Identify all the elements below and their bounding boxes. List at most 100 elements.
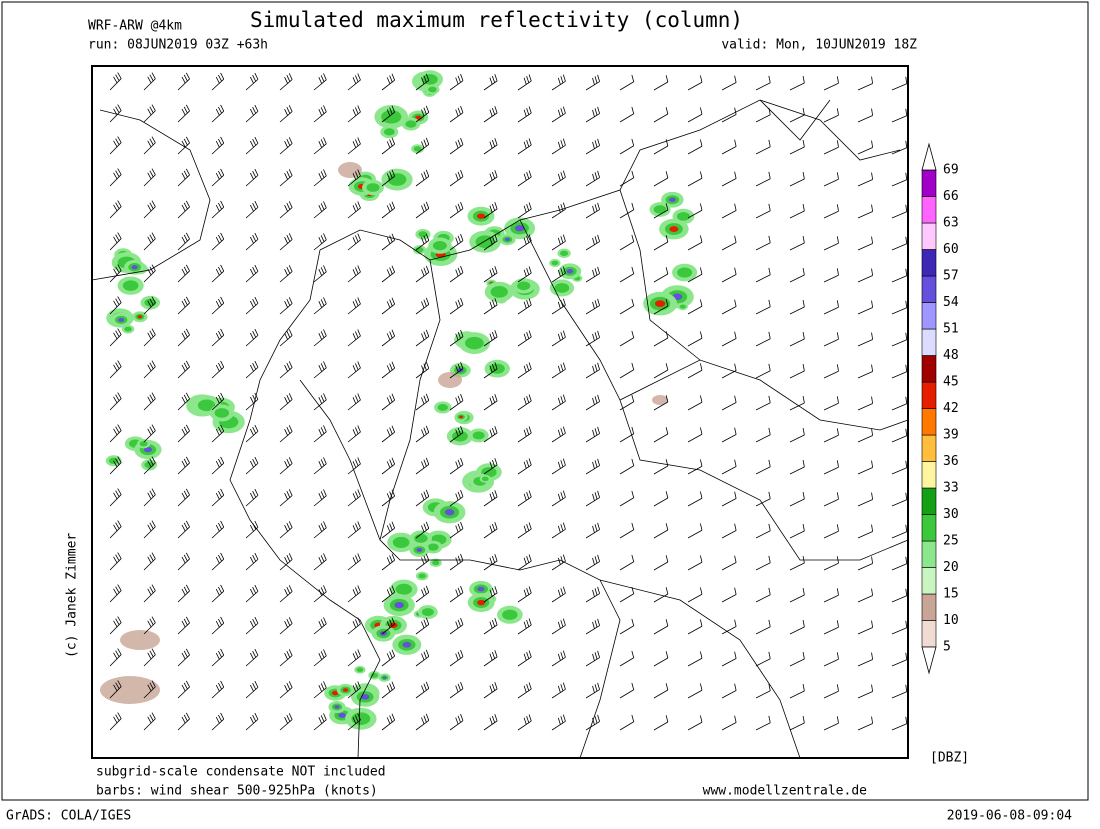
barb-flag bbox=[455, 589, 459, 597]
barb-flag bbox=[768, 427, 771, 435]
barb-flag bbox=[389, 715, 393, 723]
barb bbox=[245, 552, 259, 571]
barb-flag bbox=[352, 301, 357, 308]
barb-staff bbox=[687, 273, 703, 283]
barb-flag bbox=[151, 648, 156, 655]
barb bbox=[415, 137, 430, 155]
barb-flag bbox=[734, 203, 737, 211]
barb-flag bbox=[455, 461, 459, 469]
barb-staff bbox=[823, 434, 839, 443]
barb-flag bbox=[905, 140, 908, 148]
note: subgrid-scale condensate NOT included bbox=[96, 765, 386, 780]
barb-flag bbox=[557, 461, 561, 469]
color-arrow bbox=[921, 142, 937, 171]
barb bbox=[857, 716, 873, 731]
barb-flag bbox=[491, 459, 496, 467]
barb bbox=[721, 555, 737, 571]
barb-staff bbox=[721, 594, 737, 603]
barb-flag bbox=[352, 205, 357, 212]
barb bbox=[347, 105, 361, 123]
map: (c) Janek Zimmer bbox=[65, 65, 909, 759]
barb-flag bbox=[699, 139, 703, 147]
barb-flag bbox=[836, 396, 839, 404]
barb bbox=[721, 715, 737, 731]
barb-flag bbox=[320, 299, 325, 306]
barb-flag bbox=[699, 523, 703, 531]
barb bbox=[279, 521, 293, 539]
barb bbox=[551, 714, 566, 731]
barb bbox=[619, 74, 635, 91]
barb-flag bbox=[562, 554, 566, 562]
barb bbox=[585, 618, 600, 635]
barb-staff bbox=[687, 145, 703, 155]
barb-flag bbox=[457, 171, 461, 179]
barb-flag bbox=[460, 393, 464, 401]
barb bbox=[279, 73, 293, 91]
barb-staff bbox=[755, 434, 771, 443]
barb-staff bbox=[721, 178, 737, 187]
barb-flag bbox=[631, 202, 635, 210]
barb-flag bbox=[320, 395, 325, 402]
barb-flag bbox=[181, 172, 186, 180]
barb bbox=[823, 204, 839, 219]
barb bbox=[789, 76, 805, 91]
barb-flag bbox=[699, 267, 703, 275]
barb-flag bbox=[250, 716, 254, 724]
echo bbox=[331, 690, 339, 696]
barb bbox=[517, 234, 532, 251]
barb-flag bbox=[457, 523, 461, 531]
barb bbox=[177, 200, 190, 219]
barb-staff bbox=[823, 114, 839, 123]
barb bbox=[653, 587, 669, 603]
barb-flag bbox=[147, 268, 152, 276]
barb-flag bbox=[699, 107, 703, 115]
barb-flag bbox=[528, 138, 532, 146]
barb bbox=[585, 682, 600, 699]
barb-flag bbox=[391, 457, 396, 465]
barb-flag bbox=[734, 395, 737, 403]
barb-flag bbox=[113, 460, 118, 468]
reflectivity bbox=[100, 70, 698, 730]
barb-flag bbox=[115, 234, 120, 241]
barb bbox=[687, 715, 703, 731]
echo bbox=[472, 431, 485, 440]
barb-flag bbox=[597, 394, 600, 402]
barb-flag bbox=[594, 556, 598, 564]
barb-flag bbox=[113, 524, 118, 532]
barb-flag bbox=[592, 429, 595, 437]
barb-flag bbox=[252, 426, 257, 434]
barb-flag bbox=[147, 716, 152, 724]
barb-flag bbox=[905, 396, 908, 404]
barb-flag bbox=[318, 429, 323, 436]
barb-staff bbox=[721, 402, 737, 411]
barb-flag bbox=[699, 299, 703, 307]
barb-flag bbox=[528, 522, 532, 530]
barb bbox=[517, 138, 532, 155]
barb bbox=[891, 108, 908, 123]
barb-flag bbox=[489, 173, 493, 181]
barb-flag bbox=[421, 461, 425, 469]
barb-flag bbox=[250, 236, 254, 244]
barb-flag bbox=[421, 301, 425, 309]
barb-flag bbox=[117, 712, 122, 719]
barb-flag bbox=[113, 300, 118, 308]
barb-flag bbox=[460, 681, 464, 689]
barb-flag bbox=[491, 107, 496, 115]
barb bbox=[721, 523, 737, 539]
barb-flag bbox=[905, 524, 908, 532]
barb-staff bbox=[721, 242, 737, 251]
barb-staff bbox=[687, 113, 703, 123]
barb-flag bbox=[489, 461, 493, 469]
barb-flag bbox=[631, 714, 635, 722]
barb-flag bbox=[528, 714, 532, 722]
barb-flag bbox=[355, 299, 359, 307]
barb-flag bbox=[185, 200, 190, 208]
barb-staff bbox=[755, 370, 771, 379]
barb bbox=[721, 299, 737, 315]
barb-flag bbox=[592, 333, 595, 341]
echo bbox=[476, 213, 486, 219]
barb-flag bbox=[220, 200, 225, 208]
barb-staff bbox=[653, 593, 669, 603]
barb-flag bbox=[220, 520, 225, 528]
barb-flag bbox=[457, 715, 461, 723]
